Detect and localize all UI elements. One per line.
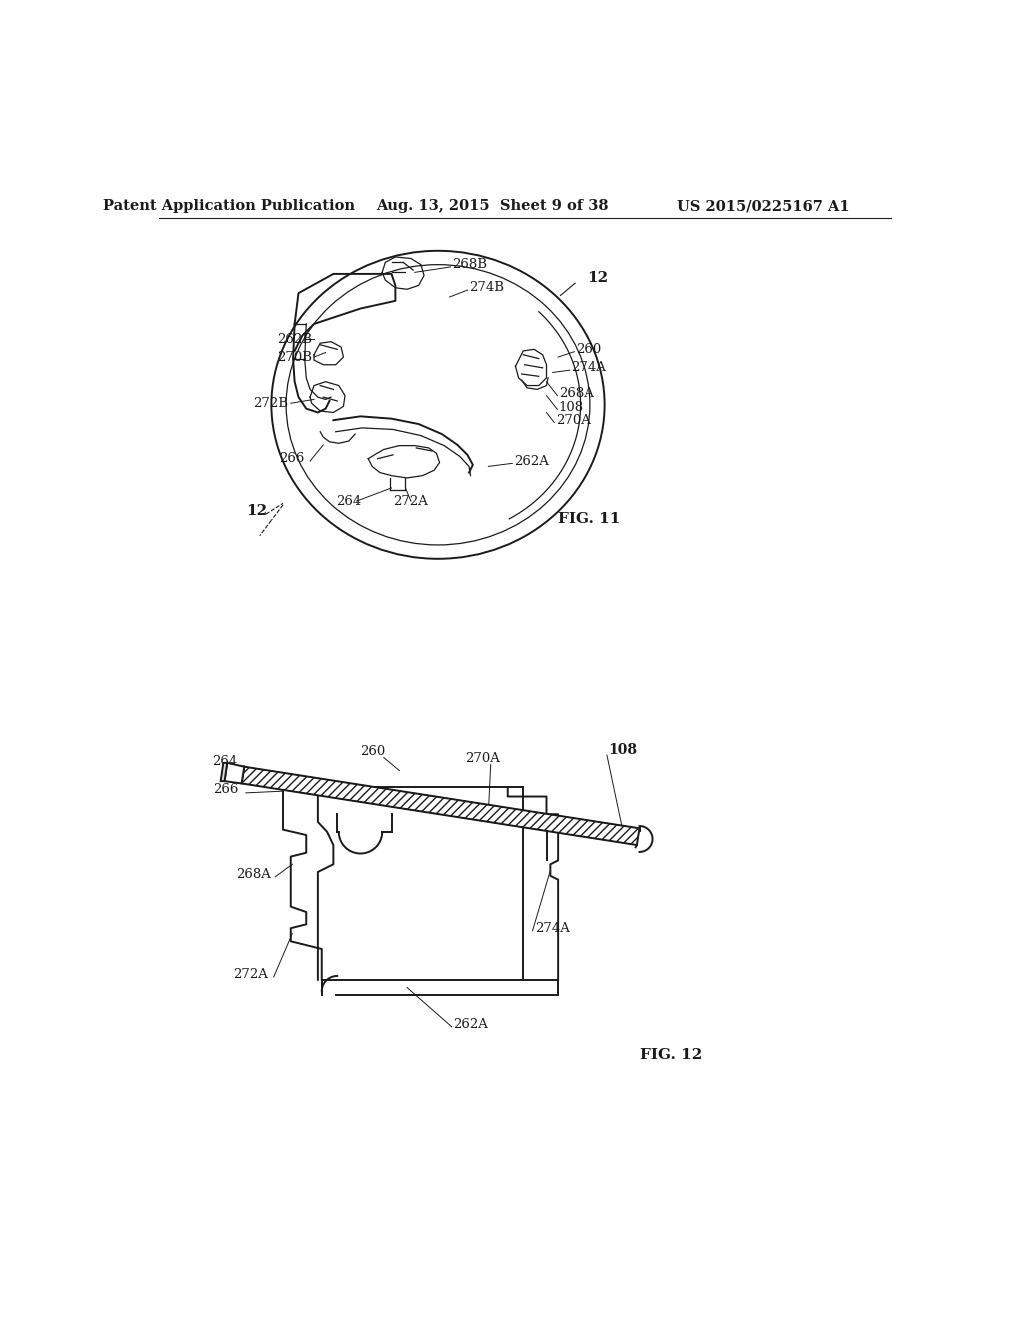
Text: 268A: 268A xyxy=(237,869,271,880)
Text: 270A: 270A xyxy=(556,413,591,426)
Text: 262A: 262A xyxy=(454,1018,488,1031)
Text: 264: 264 xyxy=(336,495,360,508)
Text: 274A: 274A xyxy=(535,921,569,935)
Text: 108: 108 xyxy=(608,743,638,756)
Polygon shape xyxy=(221,763,227,781)
Text: Patent Application Publication: Patent Application Publication xyxy=(102,199,354,213)
Text: 262A: 262A xyxy=(514,454,549,467)
Text: 264: 264 xyxy=(212,755,237,768)
Polygon shape xyxy=(242,767,640,845)
Text: FIG. 12: FIG. 12 xyxy=(640,1048,701,1063)
Text: 274A: 274A xyxy=(571,362,606,375)
Text: Aug. 13, 2015  Sheet 9 of 38: Aug. 13, 2015 Sheet 9 of 38 xyxy=(376,199,608,213)
Text: 272A: 272A xyxy=(393,495,428,508)
Text: 268A: 268A xyxy=(559,387,594,400)
Text: 260: 260 xyxy=(360,744,386,758)
Text: 260: 260 xyxy=(575,343,601,356)
Text: 270B: 270B xyxy=(276,351,311,363)
Text: 266: 266 xyxy=(280,453,304,465)
Polygon shape xyxy=(224,763,245,784)
Text: 12: 12 xyxy=(587,271,608,285)
Text: FIG. 11: FIG. 11 xyxy=(558,512,621,525)
Text: 12: 12 xyxy=(246,504,267,517)
Text: 272B: 272B xyxy=(254,397,289,409)
Text: 270A: 270A xyxy=(465,752,500,766)
Text: US 2015/0225167 A1: US 2015/0225167 A1 xyxy=(677,199,850,213)
Text: 266: 266 xyxy=(213,783,239,796)
Text: 108: 108 xyxy=(559,400,584,413)
Text: 272A: 272A xyxy=(232,968,267,981)
Text: 268B: 268B xyxy=(452,259,487,271)
Text: 262B: 262B xyxy=(276,333,311,346)
Text: 274B: 274B xyxy=(469,281,504,294)
